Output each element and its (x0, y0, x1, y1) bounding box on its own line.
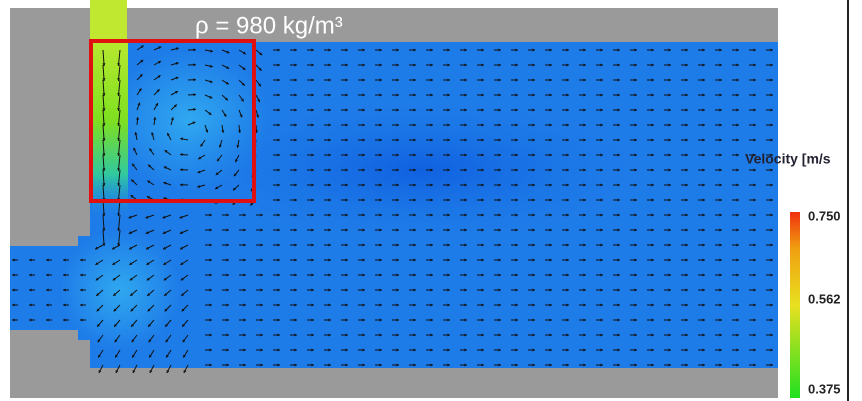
colorbar-tick-label: 0.562 (808, 291, 841, 306)
colorbar-title: Velocity [m/s (745, 151, 831, 167)
colorbar (790, 212, 800, 398)
fluid-domain (10, 0, 778, 368)
simulation-figure: ρ = 980 kg/m³ Velocity [m/s 0.750 0.562 … (0, 0, 862, 401)
colorbar-tick-label: 0.375 (808, 381, 841, 396)
colorbar-tick-label: 0.750 (808, 208, 841, 223)
density-annotation: ρ = 980 kg/m³ (195, 12, 343, 39)
